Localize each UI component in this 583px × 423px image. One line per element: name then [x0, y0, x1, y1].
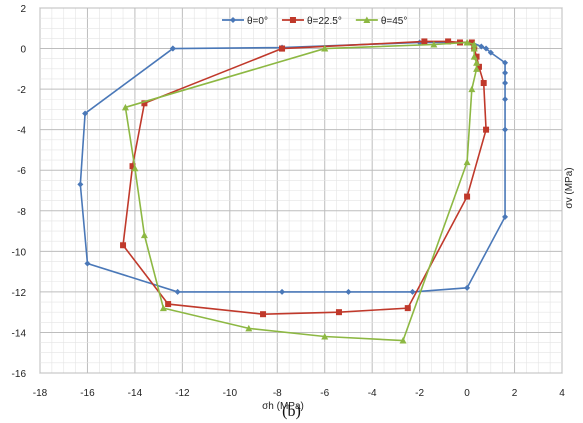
- data-point: [487, 49, 494, 56]
- legend-item: θ=22.5°: [281, 16, 342, 27]
- legend-label: θ=0°: [247, 16, 268, 27]
- x-tick-label: 0: [464, 388, 470, 399]
- x-tick-label: -14: [128, 388, 143, 399]
- data-point: [409, 288, 416, 295]
- legend-marker: [289, 17, 296, 23]
- data-point: [140, 231, 148, 239]
- data-point: [470, 45, 478, 52]
- data-point: [421, 38, 428, 45]
- x-tick-label: -10: [223, 388, 238, 399]
- legend-marker: [230, 17, 236, 23]
- data-point: [165, 301, 172, 308]
- y-tick-label: -10: [12, 247, 27, 258]
- legend: θ=0° θ=22.5° θ=45°: [222, 16, 407, 27]
- data-point: [480, 80, 487, 87]
- data-point: [478, 43, 485, 50]
- grid: [39, 7, 563, 374]
- y-tick-label: -4: [17, 126, 26, 137]
- y-tick-label: -2: [17, 85, 26, 96]
- data-point: [430, 41, 438, 48]
- data-point: [502, 126, 509, 133]
- data-point: [174, 288, 181, 295]
- data-point: [470, 53, 478, 60]
- data-point: [463, 158, 471, 166]
- legend-label: θ=45°: [381, 16, 408, 27]
- data-point: [279, 288, 286, 295]
- data-point: [464, 284, 471, 291]
- data-point: [502, 96, 509, 103]
- x-tick-label: -16: [80, 388, 95, 399]
- data-point: [77, 181, 84, 188]
- x-tick-label: -6: [320, 388, 329, 399]
- legend-marker: [363, 16, 371, 23]
- x-tick-label: -8: [273, 388, 282, 399]
- data-point: [473, 65, 481, 72]
- y-tick-label: -6: [17, 166, 26, 177]
- x-tick-label: 2: [512, 388, 518, 399]
- data-point: [141, 100, 148, 107]
- figure-caption: (b): [282, 403, 301, 420]
- legend-label: θ=22.5°: [307, 16, 342, 27]
- data-point: [120, 242, 127, 249]
- data-point: [159, 304, 167, 312]
- data-point: [84, 260, 91, 267]
- axes: -18 -16 -14 -12 -10 -8 -6 -4 -2 0 2 4 -16 -14 -12 -10 -8…: [12, 4, 566, 399]
- data-point: [121, 103, 129, 111]
- series-line: [79, 41, 506, 293]
- data-point: [475, 63, 482, 70]
- data-point: [260, 311, 267, 318]
- y-tick-label: -12: [12, 288, 27, 299]
- x-tick-label: -18: [33, 388, 48, 399]
- x-tick-label: -12: [175, 388, 190, 399]
- data-point: [321, 333, 329, 340]
- y-tick-label: -14: [12, 328, 27, 339]
- data-point: [502, 213, 509, 220]
- data-point: [473, 59, 481, 66]
- x-tick-label: -2: [415, 388, 424, 399]
- data-point: [464, 193, 471, 200]
- data-point: [321, 45, 329, 52]
- data-point: [131, 164, 139, 172]
- data-point: [463, 38, 471, 46]
- y-tick-label: -8: [17, 207, 26, 218]
- y-tick-label: 0: [20, 45, 26, 56]
- series-1: [120, 38, 490, 318]
- data-point: [82, 110, 89, 117]
- data-point: [468, 39, 475, 46]
- x-tick-label: 4: [559, 388, 565, 399]
- x-axis-label: σh (MPa): [262, 401, 304, 412]
- legend-item: θ=0°: [222, 16, 268, 27]
- data-point: [245, 324, 253, 332]
- data-point: [483, 45, 490, 52]
- data-point: [345, 288, 352, 295]
- data-point: [129, 163, 136, 170]
- y-tick-label: 2: [20, 4, 26, 15]
- data-point: [399, 337, 407, 344]
- data-point: [502, 80, 509, 87]
- series-layer: [77, 38, 509, 344]
- data-point: [404, 305, 411, 312]
- data-point: [279, 45, 286, 52]
- data-point: [483, 126, 490, 133]
- y-tick-label: -16: [12, 369, 27, 380]
- x-tick-label: -4: [368, 388, 377, 399]
- data-point: [468, 85, 476, 93]
- y-axis-label: σv (MPa): [564, 167, 575, 208]
- data-point: [445, 38, 452, 45]
- data-point: [470, 41, 478, 48]
- data-point: [473, 53, 480, 60]
- data-point: [335, 309, 342, 316]
- data-point: [502, 59, 509, 66]
- series-2: [121, 38, 481, 344]
- data-point: [169, 45, 176, 52]
- data-point: [502, 69, 509, 76]
- legend-item: θ=45°: [355, 16, 408, 27]
